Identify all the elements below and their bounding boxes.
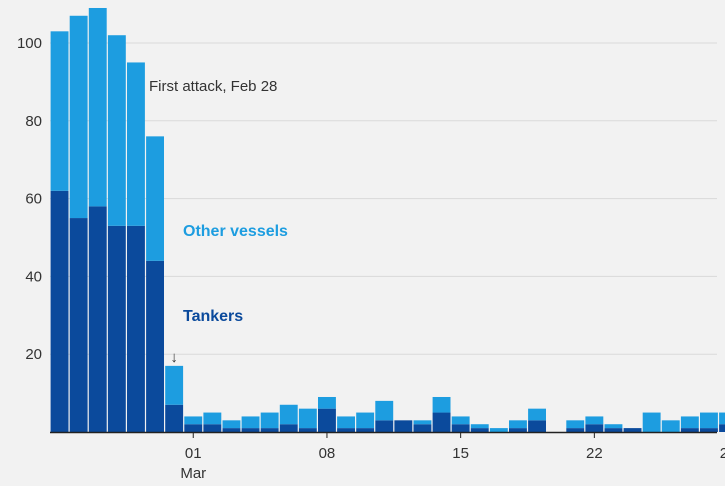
bar-tankers <box>394 420 413 432</box>
bar-tankers <box>337 428 355 432</box>
axes <box>50 431 717 438</box>
y-tick-label: 100 <box>17 35 42 52</box>
bar-tankers <box>146 260 164 432</box>
y-tick-label: 20 <box>25 346 42 363</box>
bar-tankers <box>604 428 623 432</box>
bar-tankers <box>528 420 546 432</box>
bar-other-vessels <box>184 416 203 425</box>
bar-tankers <box>566 428 585 432</box>
x-tick-sublabel: Mar <box>180 465 206 482</box>
bar-other-vessels <box>470 424 489 429</box>
x-tick-label: 22 <box>586 445 603 462</box>
bar-other-vessels <box>279 404 298 425</box>
labels: 20 40 60 80 100 01 Mar 08 15 22 29 First attack, Fe… <box>17 35 725 482</box>
bar-tankers <box>241 428 260 432</box>
x-tick-label: 15 <box>452 445 469 462</box>
bar-tankers <box>127 225 145 432</box>
bar-tankers <box>279 424 298 432</box>
bar-other-vessels <box>318 396 336 409</box>
bar-tankers <box>318 408 336 432</box>
bar-other-vessels <box>88 7 107 207</box>
bar-other-vessels <box>566 420 585 429</box>
bar-other-vessels <box>642 412 661 432</box>
bar-tankers <box>107 225 126 432</box>
bar-other-vessels <box>356 412 375 429</box>
bar-tankers <box>165 404 184 432</box>
bar-other-vessels <box>528 408 546 421</box>
bar-tankers <box>375 420 394 432</box>
bar-other-vessels <box>165 365 184 405</box>
bar-tankers <box>88 206 107 432</box>
bar-tankers <box>50 190 69 432</box>
bar-other-vessels <box>432 396 451 413</box>
bar-tankers <box>585 424 604 432</box>
bar-other-vessels <box>700 412 718 429</box>
bar-other-vessels <box>203 412 222 425</box>
bar-other-vessels <box>661 420 680 432</box>
bar-tankers <box>203 424 222 432</box>
bar-other-vessels <box>298 408 317 429</box>
bars <box>50 7 725 432</box>
bar-other-vessels <box>451 416 470 425</box>
bar-other-vessels <box>680 416 699 429</box>
series-label-other-vessels: Other vessels <box>183 223 288 240</box>
bar-tankers <box>470 428 489 432</box>
bar-tankers <box>298 428 317 432</box>
bar-other-vessels <box>127 62 145 226</box>
y-tick-label: 80 <box>25 113 42 130</box>
bar-tankers <box>509 428 527 432</box>
bar-other-vessels <box>222 420 241 429</box>
bar-tankers <box>413 424 432 432</box>
bar-tankers <box>260 428 279 432</box>
bar-other-vessels <box>509 420 527 429</box>
bar-tankers <box>700 428 718 432</box>
bar-tankers <box>451 424 470 432</box>
bar-other-vessels <box>260 412 279 429</box>
bar-tankers <box>69 218 88 432</box>
bar-other-vessels <box>50 31 69 191</box>
bar-tankers <box>432 412 451 432</box>
y-tick-label: 40 <box>25 268 42 285</box>
x-tick-label: 01 <box>185 445 202 462</box>
bar-tankers <box>680 428 699 432</box>
bar-tankers <box>356 428 375 432</box>
bar-tankers <box>623 428 642 432</box>
x-tick-label: 29 <box>720 445 725 462</box>
bar-tankers <box>184 424 203 432</box>
bar-other-vessels <box>69 15 88 219</box>
bar-other-vessels <box>489 428 508 432</box>
bar-other-vessels <box>413 420 432 425</box>
bar-other-vessels <box>719 412 725 425</box>
bar-other-vessels <box>337 416 355 429</box>
bar-other-vessels <box>585 416 604 425</box>
bar-tankers <box>719 424 725 432</box>
bar-other-vessels <box>107 35 126 226</box>
annotation-arrow: ↓ <box>170 349 178 366</box>
bar-other-vessels <box>604 424 623 429</box>
bar-other-vessels <box>241 416 260 429</box>
y-tick-label: 60 <box>25 191 42 208</box>
bar-other-vessels <box>375 400 394 421</box>
bar-tankers <box>222 428 241 432</box>
x-tick-label: 08 <box>319 445 336 462</box>
series-label-tankers: Tankers <box>183 308 243 325</box>
bar-other-vessels <box>146 136 164 261</box>
annotation-text: First attack, Feb 28 <box>149 78 277 95</box>
